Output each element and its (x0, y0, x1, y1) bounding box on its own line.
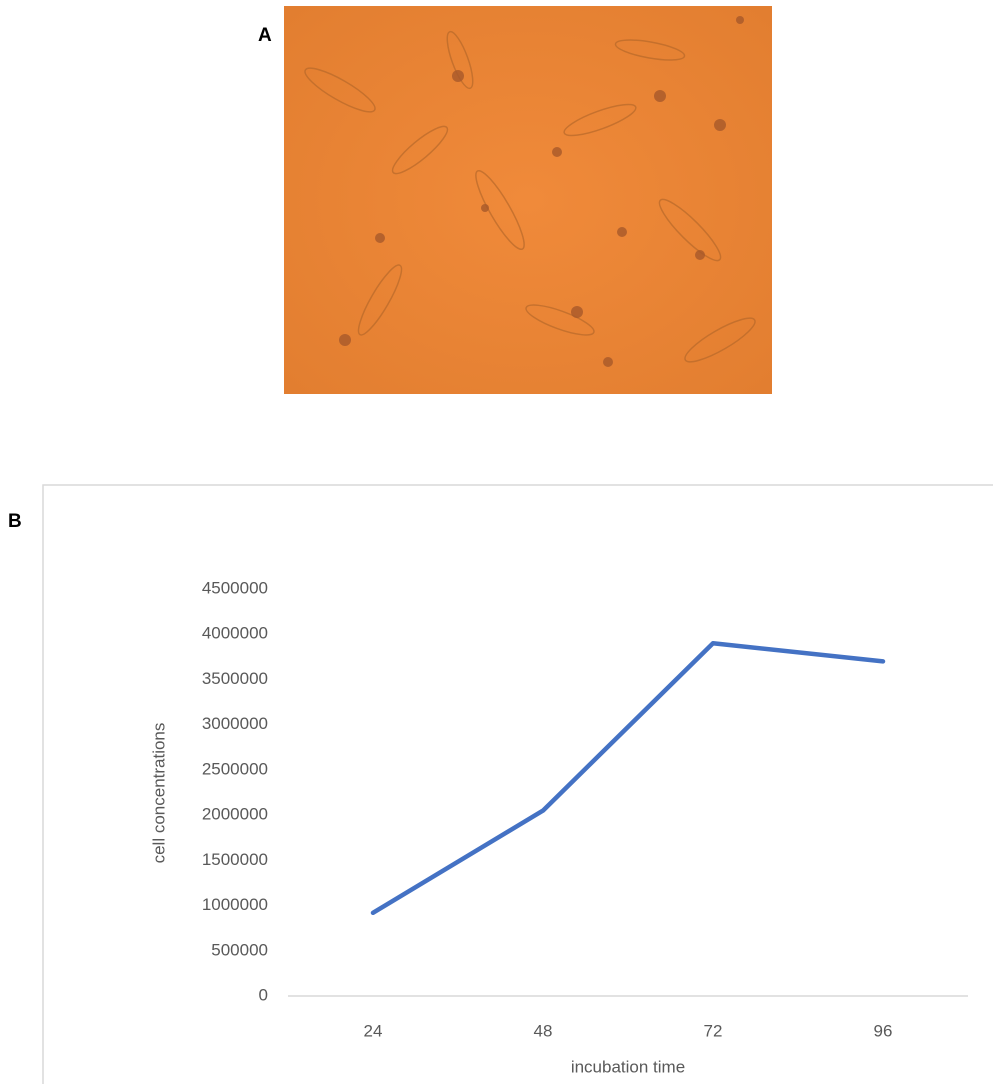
x-tick-label: 24 (364, 1021, 383, 1040)
cells (304, 30, 756, 363)
y-tick-label: 3500000 (202, 669, 268, 688)
x-tick-label: 48 (534, 1021, 553, 1040)
panel-label: B (8, 511, 22, 532)
y-tick-label: 4000000 (202, 624, 268, 643)
chart-border (42, 484, 993, 1084)
x-tick-label: 96 (874, 1021, 893, 1040)
y-tick-label: 0 (259, 985, 268, 1004)
y-tick-label: 4500000 (202, 578, 268, 597)
y-tick-label: 500000 (211, 940, 268, 959)
y-tick-label: 2500000 (202, 759, 268, 778)
photo-background (284, 6, 772, 394)
x-tick-label: 72 (704, 1021, 723, 1040)
x-axis-title: incubation time (571, 1057, 685, 1076)
y-tick-label: 1000000 (202, 895, 268, 914)
y-axis-title: cell concentrations (149, 723, 168, 864)
y-tick-label: 2000000 (202, 805, 268, 824)
round-cells (339, 16, 744, 367)
y-tick-label: 1500000 (202, 850, 268, 869)
y-tick-label: 3000000 (202, 714, 268, 733)
panel-label: A (258, 25, 272, 46)
micrograph (284, 6, 772, 394)
data-line (370, 641, 886, 916)
